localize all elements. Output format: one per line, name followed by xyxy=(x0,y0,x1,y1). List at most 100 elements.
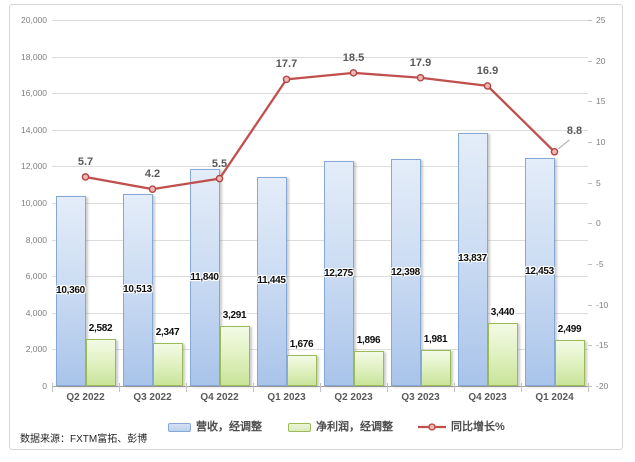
right-axis-tick-label: -15 xyxy=(596,340,609,351)
left-axis-tick-label: 2,000 xyxy=(25,344,47,355)
x-axis-category-label: Q1 2024 xyxy=(535,392,574,403)
gridline xyxy=(52,203,588,204)
legend-label-revenue: 营收，经调整 xyxy=(196,421,262,433)
revenue-bar-label: 11,840 xyxy=(190,271,219,283)
left-axis-tick-label: 20,000 xyxy=(21,15,47,25)
netprofit-bar-label: 2,347 xyxy=(155,327,180,339)
left-axis-tick-label: 6,000 xyxy=(25,271,47,282)
right-axis-tick-label: -10 xyxy=(596,299,609,310)
netprofit-bar xyxy=(487,323,518,386)
left-axis-tick-label: 4,000 xyxy=(25,307,47,318)
gridline xyxy=(52,20,588,21)
netprofit-bar-label: 1,981 xyxy=(423,333,448,345)
x-axis-boundary-tick xyxy=(253,383,254,392)
netprofit-bar xyxy=(286,355,317,386)
netprofit-bar-label: 1,896 xyxy=(356,335,381,347)
right-axis-tick-label: 25 xyxy=(596,15,606,25)
yoy-value-label: 5.5 xyxy=(211,157,228,170)
revenue-bar-label: 12,453 xyxy=(525,266,554,278)
yoy-line-swatch-icon xyxy=(418,423,446,431)
netprofit-swatch-icon xyxy=(288,422,311,432)
x-axis-category-label: Q2 2023 xyxy=(334,392,373,403)
gridline xyxy=(52,129,588,131)
right-axis-tick-label: 5 xyxy=(596,177,601,188)
x-axis-boundary-tick xyxy=(320,383,321,392)
left-axis-tick-label: 10,000 xyxy=(21,198,47,208)
right-axis-tick-label: 10 xyxy=(596,137,606,147)
right-axis-tick-mark xyxy=(588,20,592,21)
yoy-value-label: 4.2 xyxy=(144,168,161,181)
netprofit-bar xyxy=(420,349,451,386)
x-axis-boundary-tick xyxy=(52,383,53,392)
revenue-bar xyxy=(323,161,354,386)
gridline xyxy=(52,276,588,278)
yoy-value-label: 16.9 xyxy=(476,64,499,77)
revenue-bar xyxy=(256,176,287,386)
x-axis-category-label: Q1 2023 xyxy=(267,392,306,403)
revenue-bar-label: 11,445 xyxy=(257,275,286,287)
legend-label-netprofit: 净利润，经调整 xyxy=(316,421,393,433)
legend-label-yoy: 同比增长% xyxy=(451,421,505,433)
netprofit-bar-label: 2,499 xyxy=(557,324,582,336)
right-axis-tick-label: -20 xyxy=(596,381,609,391)
yoy-value-label: 18.5 xyxy=(342,51,365,64)
x-axis-category-label: Q4 2023 xyxy=(468,392,507,403)
revenue-swatch-icon xyxy=(168,422,191,432)
right-axis-tick-label: 0 xyxy=(596,218,601,229)
yoy-value-label: 8.8 xyxy=(566,124,583,137)
revenue-bar-label: 10,513 xyxy=(123,283,152,295)
gridline xyxy=(52,56,588,58)
right-axis-tick-mark xyxy=(588,304,592,306)
left-axis-tick-label: 12,000 xyxy=(21,161,47,172)
right-axis-tick-mark xyxy=(588,223,592,225)
netprofit-bar-label: 3,291 xyxy=(222,309,247,321)
left-axis-tick-label: 14,000 xyxy=(21,124,47,135)
right-axis-tick-mark xyxy=(588,345,592,347)
netprofit-bar-label: 1,676 xyxy=(289,339,314,351)
left-axis-tick-label: 0 xyxy=(42,381,47,391)
revenue-bar-label: 12,275 xyxy=(324,267,353,279)
left-axis-tick-label: 8,000 xyxy=(25,234,47,245)
right-axis-tick-mark xyxy=(588,182,592,184)
x-axis-boundary-tick xyxy=(521,383,522,392)
right-axis-tick-label: 20 xyxy=(596,55,606,66)
x-axis-boundary-tick xyxy=(119,383,120,392)
right-axis-tick-mark xyxy=(588,60,592,62)
revenue-bar-label: 12,398 xyxy=(391,266,420,278)
right-axis-tick-mark xyxy=(588,101,592,103)
x-axis-boundary-tick xyxy=(186,383,187,392)
netprofit-bar-label: 2,582 xyxy=(88,322,113,334)
right-axis-tick-label: -5 xyxy=(596,259,604,269)
revenue-bar-label: 13,837 xyxy=(458,253,487,265)
netprofit-bar xyxy=(554,340,585,386)
yoy-value-label: 17.7 xyxy=(275,58,298,71)
right-axis-tick-mark xyxy=(588,264,592,265)
x-axis-boundary-tick xyxy=(454,383,455,392)
yoy-value-label: 5.7 xyxy=(77,155,94,168)
netprofit-bar-label: 3,440 xyxy=(490,307,515,319)
revenue-bar-label: 10,360 xyxy=(56,285,85,297)
netprofit-bar xyxy=(353,351,384,386)
gridline xyxy=(52,239,588,241)
source-note: 数据来源：FXTM富拓、彭博 xyxy=(20,434,148,445)
x-axis-category-label: Q3 2022 xyxy=(133,392,172,403)
x-axis-boundary-tick xyxy=(387,383,388,392)
right-axis-tick-label: 15 xyxy=(596,96,606,107)
legend: 营收，经调整 净利润，经调整 同比增长% xyxy=(0,419,635,435)
netprofit-bar xyxy=(152,343,183,386)
yoy-value-label: 17.9 xyxy=(409,56,432,69)
left-axis-tick-label: 16,000 xyxy=(21,88,47,99)
gridline xyxy=(52,93,588,95)
revenue-bar xyxy=(55,196,86,386)
x-axis-category-label: Q3 2023 xyxy=(401,392,440,403)
gridline xyxy=(52,312,588,314)
right-axis-tick-mark xyxy=(588,386,592,387)
legend-item-netprofit: 净利润，经调整 xyxy=(288,419,393,435)
x-axis-boundary-tick xyxy=(588,383,589,392)
x-axis-category-label: Q2 2022 xyxy=(66,392,105,403)
left-axis-tick-label: 18,000 xyxy=(21,51,47,62)
netprofit-bar xyxy=(219,325,250,386)
x-axis-category-label: Q4 2022 xyxy=(200,392,239,403)
netprofit-bar xyxy=(85,338,116,386)
